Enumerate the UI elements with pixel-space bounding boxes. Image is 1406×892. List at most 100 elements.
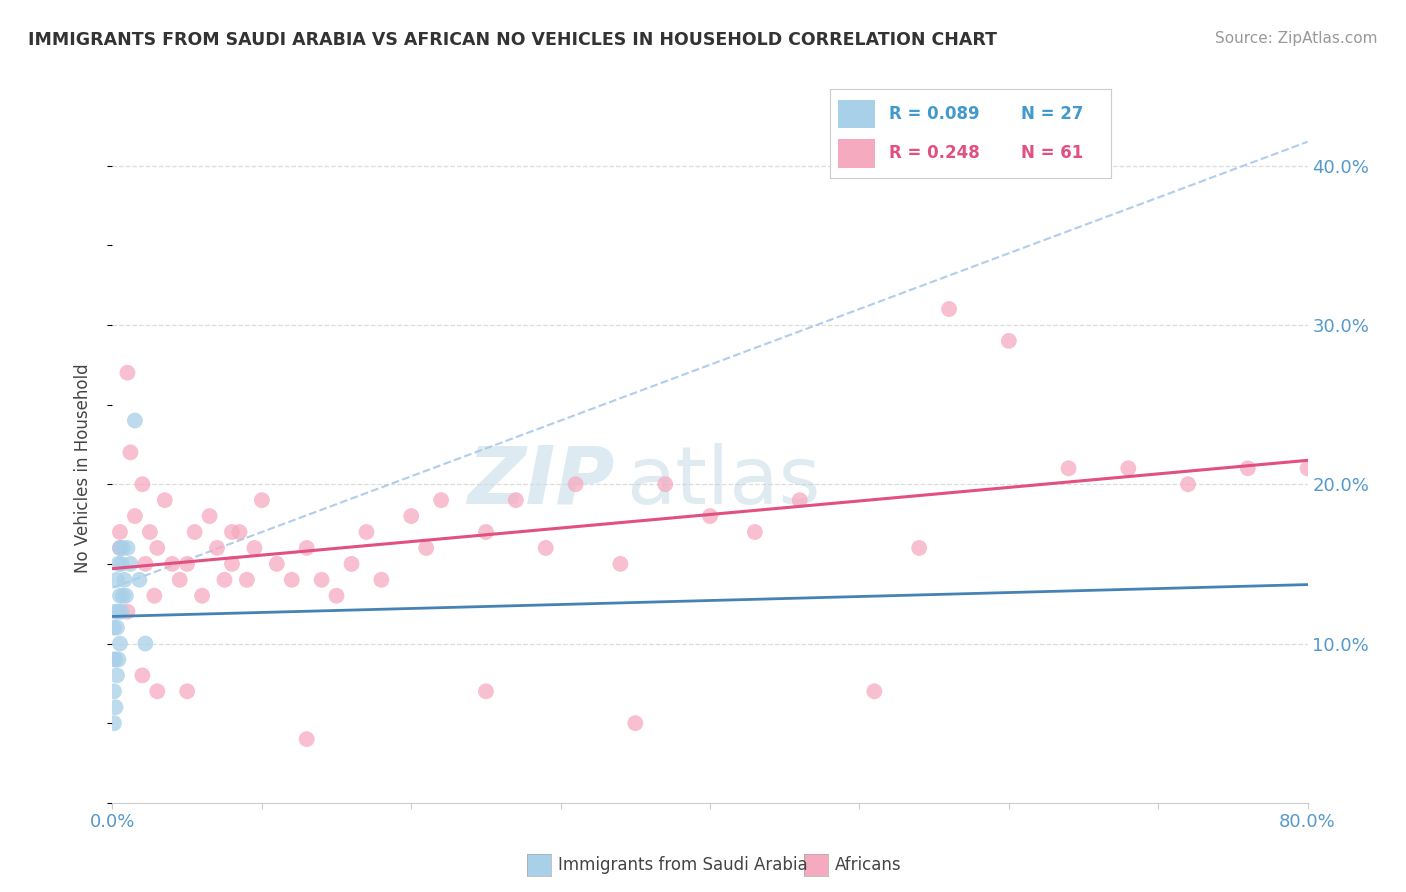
Point	[505, 493, 527, 508]
Point	[110, 557, 132, 571]
Point	[117, 605, 139, 619]
Point	[205, 541, 228, 555]
Point	[198, 509, 221, 524]
Point	[401, 509, 423, 524]
Text: Source: ZipAtlas.com: Source: ZipAtlas.com	[1215, 31, 1378, 46]
Point	[162, 557, 183, 571]
Point	[131, 668, 153, 682]
Point	[108, 589, 131, 603]
Point	[236, 573, 259, 587]
Point	[340, 557, 363, 571]
Point	[624, 716, 647, 731]
Point	[1296, 461, 1319, 475]
Point	[266, 557, 288, 571]
Point	[134, 636, 156, 650]
Point	[370, 573, 392, 587]
Point	[108, 524, 131, 539]
Point	[107, 605, 129, 619]
Point	[111, 541, 134, 555]
Point	[475, 684, 498, 698]
Point	[107, 557, 129, 571]
Point	[110, 605, 132, 619]
Point	[789, 493, 811, 508]
Point	[250, 493, 273, 508]
Point	[221, 557, 243, 571]
Text: atlas: atlas	[626, 442, 821, 521]
Point	[214, 573, 236, 587]
Point	[744, 524, 766, 539]
Point	[356, 524, 378, 539]
Point	[415, 541, 437, 555]
Point	[104, 605, 127, 619]
Point	[105, 668, 128, 682]
Point	[1237, 461, 1260, 475]
Point	[908, 541, 931, 555]
Point	[115, 589, 138, 603]
Point	[114, 573, 135, 587]
Point	[183, 524, 205, 539]
Y-axis label: No Vehicles in Household: No Vehicles in Household	[73, 363, 91, 574]
Point	[1057, 461, 1080, 475]
Point	[107, 652, 129, 666]
Point	[103, 621, 125, 635]
Point	[191, 589, 214, 603]
Point	[1177, 477, 1199, 491]
Point	[105, 573, 128, 587]
Point	[105, 621, 128, 635]
Point	[111, 589, 134, 603]
Text: N = 27: N = 27	[1021, 105, 1083, 123]
Point	[146, 684, 169, 698]
Text: N = 61: N = 61	[1021, 145, 1083, 162]
Point	[128, 573, 150, 587]
Point	[131, 477, 153, 491]
Point	[103, 652, 125, 666]
Point	[295, 541, 318, 555]
Point	[228, 524, 250, 539]
Point	[176, 684, 198, 698]
Point	[863, 684, 886, 698]
Point	[311, 573, 333, 587]
Point	[938, 301, 960, 316]
Point	[699, 509, 721, 524]
Point	[169, 573, 191, 587]
Point	[104, 700, 127, 714]
Point	[103, 684, 125, 698]
Text: IMMIGRANTS FROM SAUDI ARABIA VS AFRICAN NO VEHICLES IN HOUSEHOLD CORRELATION CHA: IMMIGRANTS FROM SAUDI ARABIA VS AFRICAN …	[28, 31, 997, 49]
FancyBboxPatch shape	[838, 100, 875, 128]
FancyBboxPatch shape	[838, 139, 875, 168]
Point	[108, 541, 131, 555]
Point	[124, 509, 146, 524]
Point	[117, 366, 139, 380]
Point	[564, 477, 586, 491]
Point	[103, 716, 125, 731]
Text: Africans: Africans	[835, 856, 901, 874]
Point	[108, 636, 131, 650]
Point	[654, 477, 676, 491]
Text: R = 0.089: R = 0.089	[889, 105, 979, 123]
Point	[1118, 461, 1140, 475]
Point	[295, 732, 318, 747]
Point	[134, 557, 156, 571]
Point	[120, 445, 142, 459]
Point	[143, 589, 166, 603]
Point	[430, 493, 453, 508]
Point	[534, 541, 557, 555]
Point	[221, 524, 243, 539]
Point	[153, 493, 176, 508]
Point	[139, 524, 162, 539]
Point	[281, 573, 304, 587]
Point	[998, 334, 1021, 348]
Point	[120, 557, 142, 571]
Point	[104, 652, 127, 666]
Point	[117, 541, 139, 555]
Point	[325, 589, 347, 603]
Point	[124, 413, 146, 427]
Text: Immigrants from Saudi Arabia: Immigrants from Saudi Arabia	[558, 856, 808, 874]
Point	[146, 541, 169, 555]
Point	[475, 524, 498, 539]
Text: R = 0.248: R = 0.248	[889, 145, 980, 162]
Point	[108, 541, 131, 555]
Point	[176, 557, 198, 571]
Text: ZIP: ZIP	[467, 442, 614, 521]
Point	[243, 541, 266, 555]
